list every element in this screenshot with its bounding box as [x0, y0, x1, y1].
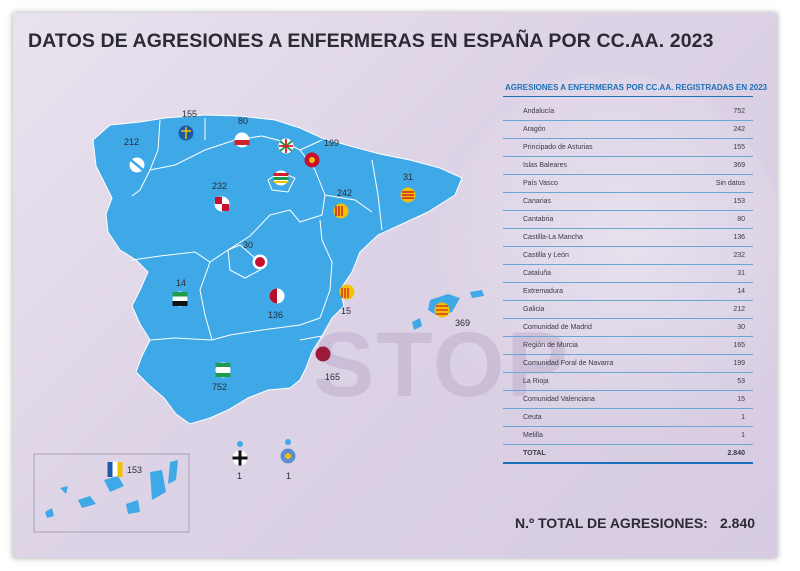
- regions-table: Andalucía 752 Aragón 242 Principado de Astur…: [503, 103, 753, 464]
- table-total-value: 2.840: [689, 444, 753, 464]
- region-value: Sin datos: [689, 174, 753, 193]
- table-row: Canarias 153: [503, 192, 753, 211]
- region-name: Andalucía: [503, 103, 690, 121]
- region-name: Región de Murcia: [503, 336, 690, 355]
- melilla-shape: [285, 439, 291, 445]
- table-row: Cataluña 31: [503, 264, 753, 283]
- region-name: La Rioja: [503, 372, 690, 391]
- label-murcia: 165: [325, 372, 340, 382]
- label-galicia: 212: [124, 137, 139, 147]
- region-value: 165: [689, 336, 753, 355]
- region-value: 30: [689, 318, 753, 337]
- table-row: Ceuta 1: [503, 408, 753, 427]
- region-value: 242: [689, 120, 753, 139]
- table-row: Castilla y León 232: [503, 246, 753, 265]
- region-name: Castilla-La Mancha: [503, 228, 690, 247]
- ceuta-shape: [237, 441, 243, 447]
- table-row: Comunidad Foral de Navarra 199: [503, 354, 753, 373]
- table-row: Región de Murcia 165: [503, 336, 753, 355]
- region-name: País Vasco: [503, 174, 690, 193]
- region-value: 15: [689, 390, 753, 409]
- region-value: 153: [689, 192, 753, 211]
- page-title: DATOS DE AGRESIONES A ENFERMERAS EN ESPA…: [28, 30, 714, 52]
- label-ceuta: 1: [237, 471, 242, 481]
- label-madrid: 30: [243, 240, 253, 250]
- region-name: Aragón: [503, 120, 690, 139]
- region-name: Cantabria: [503, 210, 690, 229]
- region-value: 752: [689, 103, 753, 121]
- flag-icons: [107, 125, 450, 477]
- label-aragon: 242: [337, 188, 352, 198]
- region-name: Comunidad de Madrid: [503, 318, 690, 337]
- region-value: 136: [689, 228, 753, 247]
- label-cataluna: 31: [403, 172, 413, 182]
- canarias-inset-box: [33, 453, 190, 533]
- ibiza-shape: [412, 318, 422, 330]
- label-valencia: 15: [341, 306, 351, 316]
- table-row: País Vasco Sin datos: [503, 174, 753, 193]
- table-row: Extremadura 14: [503, 282, 753, 301]
- table-row: Andalucía 752: [503, 103, 753, 121]
- label-asturias: 155: [182, 109, 197, 119]
- region-value: 199: [689, 354, 753, 373]
- label-castilla-leon: 232: [212, 181, 227, 191]
- region-value: 31: [689, 264, 753, 283]
- peninsula-shape: [92, 114, 463, 425]
- region-name: Canarias: [503, 192, 690, 211]
- total-label: N.º TOTAL DE AGRESIONES:: [515, 515, 708, 531]
- label-baleares: 369: [455, 318, 470, 328]
- table-row: Aragón 242: [503, 120, 753, 139]
- label-cantabria: 80: [238, 116, 248, 126]
- region-name: Galicia: [503, 300, 690, 319]
- region-value: 80: [689, 210, 753, 229]
- aragon-flag-icon: [333, 203, 349, 219]
- table-row: Principado de Asturias 155: [503, 138, 753, 157]
- table-row: Cantabria 80: [503, 210, 753, 229]
- table-row: Melilla 1: [503, 426, 753, 445]
- region-name: Principado de Asturias: [503, 138, 690, 157]
- table-total-label: TOTAL: [503, 444, 690, 464]
- valencia-flag-icon: [339, 284, 355, 300]
- region-value: 14: [689, 282, 753, 301]
- label-navarra: 199: [324, 138, 339, 148]
- total-value: 2.840: [720, 515, 756, 531]
- region-name: Castilla y León: [503, 246, 690, 265]
- table-title-divider: [503, 96, 753, 97]
- canarias-islands: [45, 460, 178, 518]
- region-name: Melilla: [503, 426, 690, 445]
- region-value: 155: [689, 138, 753, 157]
- region-value: 1: [689, 426, 753, 445]
- region-name: Cataluña: [503, 264, 690, 283]
- table-row: Comunidad de Madrid 30: [503, 318, 753, 337]
- table-title: AGRESIONES A ENFERMERAS POR CC.AA. REGIS…: [505, 83, 768, 92]
- label-castilla-la-mancha: 136: [268, 310, 283, 320]
- table-row: Comunidad Valenciana 15: [503, 390, 753, 409]
- regions-table-panel: AGRESIONES A ENFERMERAS POR CC.AA. REGIS…: [503, 83, 768, 464]
- region-value: 232: [689, 246, 753, 265]
- region-name: Ceuta: [503, 408, 690, 427]
- table-row: La Rioja 53: [503, 372, 753, 391]
- table-row: Castilla-La Mancha 136: [503, 228, 753, 247]
- region-value: 369: [689, 156, 753, 175]
- label-melilla: 1: [286, 471, 291, 481]
- region-value: 212: [689, 300, 753, 319]
- region-name: Comunidad Valenciana: [503, 390, 690, 409]
- region-name: Comunidad Foral de Navarra: [503, 354, 690, 373]
- region-borders: [131, 118, 383, 341]
- region-value: 53: [689, 372, 753, 391]
- label-extremadura: 14: [176, 278, 186, 288]
- murcia-flag-icon: [315, 346, 331, 362]
- label-andalucia: 752: [212, 382, 227, 392]
- menorca-shape: [470, 290, 484, 298]
- label-canarias: 153: [127, 465, 142, 475]
- table-row: Galicia 212: [503, 300, 753, 319]
- region-name: Extremadura: [503, 282, 690, 301]
- table-total-row: TOTAL 2.840: [503, 444, 753, 464]
- region-value: 1: [689, 408, 753, 427]
- region-name: Islas Baleares: [503, 156, 690, 175]
- table-row: Islas Baleares 369: [503, 156, 753, 175]
